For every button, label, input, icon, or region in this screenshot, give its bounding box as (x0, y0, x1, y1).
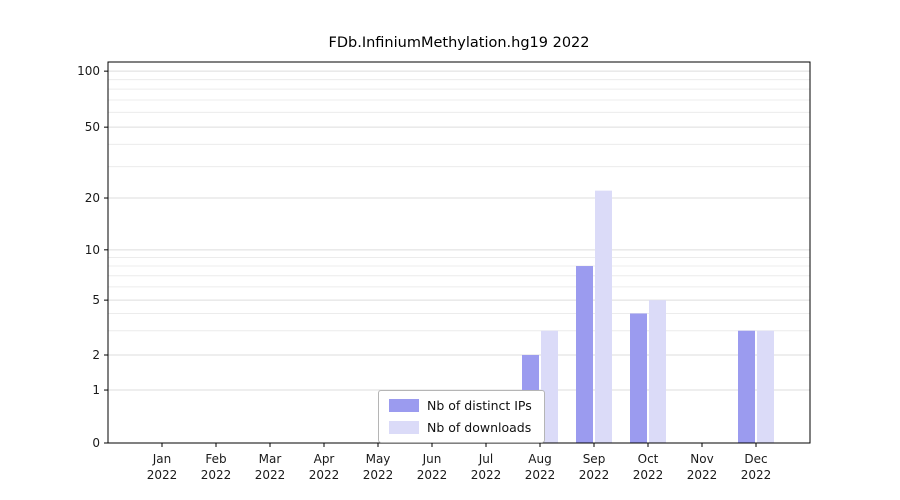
bar-sep-ips (576, 266, 593, 443)
y-tick-label: 1 (92, 383, 100, 397)
x-tick-label-year: 2022 (201, 468, 232, 482)
bar-oct-downloads (649, 300, 666, 443)
x-tick-label-month: Nov (690, 452, 713, 466)
legend-swatch-distinct-ips (389, 399, 419, 412)
bar-oct-ips (630, 313, 647, 443)
x-tick-label-year: 2022 (147, 468, 178, 482)
plot-background (108, 62, 810, 443)
bar-sep-downloads (595, 190, 612, 443)
x-tick-label-year: 2022 (417, 468, 448, 482)
x-tick-label-month: Aug (528, 452, 551, 466)
y-tick-label: 2 (92, 348, 100, 362)
chart-title: FDb.InfiniumMethylation.hg19 2022 (328, 35, 590, 51)
y-tick-label: 5 (92, 293, 100, 307)
x-tick-label-month: Apr (314, 452, 335, 466)
legend-item-downloads: Nb of downloads (389, 420, 532, 435)
legend: Nb of distinct IPs Nb of downloads (378, 390, 545, 443)
x-tick-label-month: Dec (744, 452, 767, 466)
x-tick-label-year: 2022 (309, 468, 340, 482)
x-tick-label-month: Sep (583, 452, 606, 466)
y-tick-label: 50 (85, 120, 100, 134)
x-tick-label-month: Feb (205, 452, 226, 466)
x-tick-label-month: Jul (478, 452, 493, 466)
legend-label-downloads: Nb of downloads (427, 420, 532, 435)
x-tick-label-month: May (366, 452, 391, 466)
plot-border (107, 61, 811, 444)
y-tick-label: 10 (85, 243, 100, 257)
x-tick-label-year: 2022 (525, 468, 556, 482)
x-tick-label-month: Jan (152, 452, 172, 466)
x-tick-label-month: Oct (638, 452, 659, 466)
x-tick-label-year: 2022 (687, 468, 718, 482)
x-tick-label-year: 2022 (741, 468, 772, 482)
x-tick-label-month: Mar (259, 452, 282, 466)
x-tick-label-year: 2022 (471, 468, 502, 482)
bar-dec-ips (738, 330, 755, 443)
x-tick-label-year: 2022 (633, 468, 664, 482)
legend-label-distinct-ips: Nb of distinct IPs (427, 398, 532, 413)
y-tick-label: 20 (85, 191, 100, 205)
bar-aug-downloads (541, 330, 558, 443)
y-tick-label: 100 (77, 64, 100, 78)
legend-item-distinct-ips: Nb of distinct IPs (389, 398, 532, 413)
x-tick-label-year: 2022 (255, 468, 286, 482)
bar-dec-downloads (757, 330, 774, 443)
x-tick-label-month: Jun (422, 452, 442, 466)
x-tick-label-year: 2022 (579, 468, 610, 482)
x-tick-label-year: 2022 (363, 468, 394, 482)
y-tick-label: 0 (92, 436, 100, 450)
legend-swatch-downloads (389, 421, 419, 434)
